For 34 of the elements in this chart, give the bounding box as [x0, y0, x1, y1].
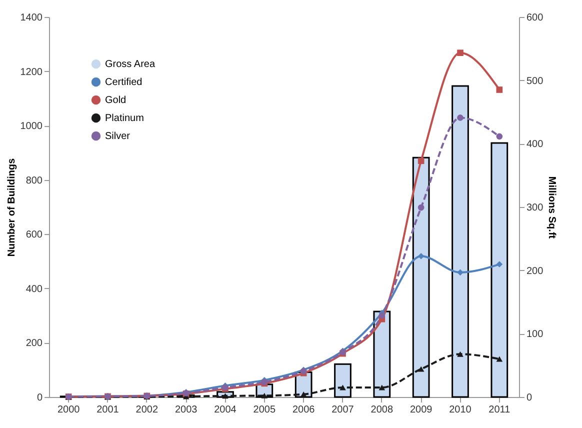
x-tick-label: 2007 — [332, 404, 354, 416]
y2-tick-label: 200 — [526, 266, 544, 277]
x-tick-label: 2005 — [253, 404, 276, 416]
y-tick-label: 600 — [26, 230, 43, 241]
y-axis-title: Number of Buildings — [6, 158, 18, 257]
x-tick-label: 2000 — [57, 404, 80, 416]
x-tick-label: 2002 — [136, 404, 158, 416]
y2-tick-label: 300 — [526, 202, 544, 214]
legend-label: Silver — [105, 131, 131, 142]
x-tick-label: 2006 — [292, 404, 316, 416]
y-tick-label: 0 — [36, 392, 43, 404]
legend-label: Gold — [105, 95, 126, 106]
y-tick-label: 1200 — [20, 66, 43, 78]
legend-label: Certified — [105, 77, 142, 88]
y-tick-label: 200 — [26, 338, 43, 350]
x-tick-label: 2004 — [214, 404, 237, 416]
legend-label: Platinum — [105, 113, 144, 124]
x-tick-label: 2011 — [488, 404, 511, 416]
y-tick-label: 800 — [26, 175, 43, 186]
y2-tick-label: 400 — [526, 139, 544, 150]
x-tick-label: 2009 — [410, 404, 433, 416]
x-tick-label: 2010 — [449, 404, 472, 416]
y2-tick-label: 600 — [526, 12, 544, 24]
legend-label: Gross Area — [105, 59, 156, 70]
x-tick-label: 2008 — [370, 404, 394, 416]
y-tick-label: 1000 — [20, 121, 43, 132]
y2-axis-title: Millions Sq.ft — [546, 176, 558, 240]
y-tick-label: 1400 — [20, 12, 43, 24]
y-tick-label: 400 — [26, 284, 43, 295]
x-tick-label: 2003 — [174, 404, 198, 416]
y2-tick-label: 0 — [526, 392, 532, 404]
y2-tick-label: 100 — [526, 329, 544, 340]
x-tick-label: 2001 — [96, 404, 120, 416]
y2-tick-label: 500 — [526, 76, 544, 87]
